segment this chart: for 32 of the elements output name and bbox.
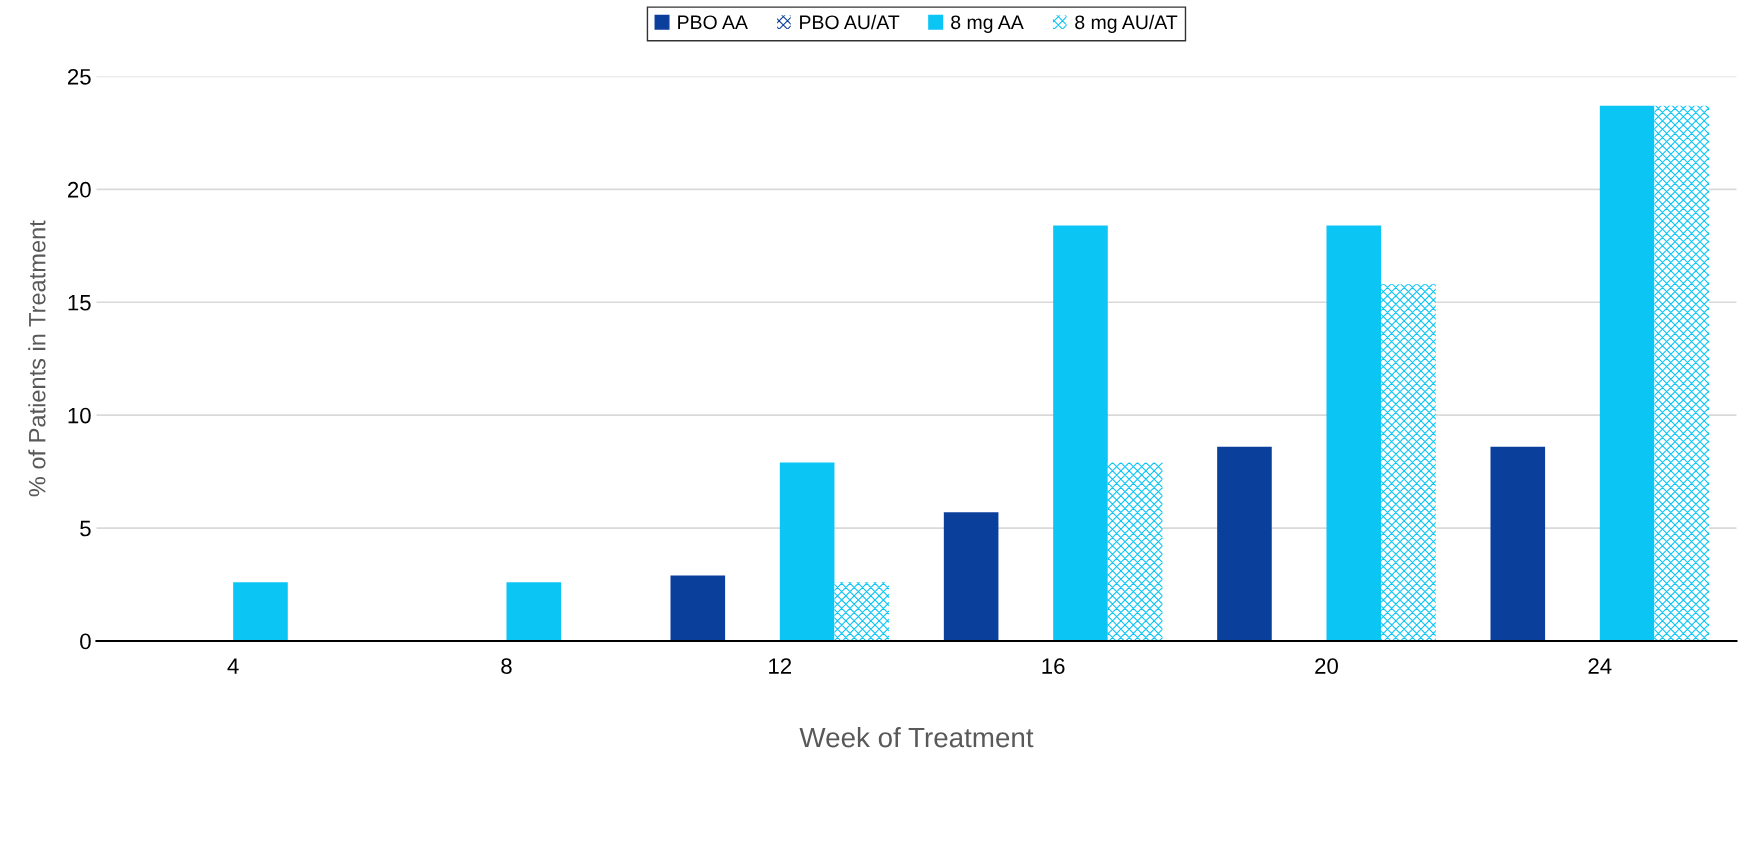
y-tick-label: 10 [68, 407, 91, 424]
bar [834, 582, 890, 641]
bar [943, 512, 999, 641]
bar [1217, 446, 1272, 641]
y-tick-label: 0 [80, 633, 91, 650]
bar [779, 462, 835, 641]
x-tick-label: 4 [227, 658, 239, 674]
legend-label: 8 mg AU/AT [1075, 14, 1178, 33]
y-axis-title: % of Patients in Treatment [28, 220, 46, 497]
y-tick-label: 5 [80, 520, 91, 537]
bar [1053, 225, 1108, 641]
bar [1490, 446, 1546, 641]
legend-label: PBO AU/AT [800, 14, 900, 30]
x-axis-title: Week of Treatment [799, 726, 1034, 748]
x-tick-label: 8 [501, 658, 512, 674]
y-tick-label: 20 [68, 181, 91, 198]
bar [233, 582, 288, 641]
bar [1381, 284, 1436, 641]
bar [1107, 462, 1163, 641]
x-tick-label: 16 [1042, 658, 1065, 674]
y-tick-label: 15 [68, 295, 91, 311]
bar [506, 582, 562, 641]
bar [1599, 105, 1655, 641]
x-tick-label: 24 [1588, 658, 1612, 674]
y-tick-label: 25 [68, 68, 91, 85]
bar [1654, 105, 1710, 641]
x-tick-label: 20 [1315, 658, 1338, 674]
bar [1326, 225, 1382, 641]
x-tick-label: 12 [769, 658, 792, 674]
legend-label: PBO AA [678, 15, 748, 30]
legend-label: 8 mg AA [951, 15, 1024, 33]
bar [670, 575, 726, 641]
